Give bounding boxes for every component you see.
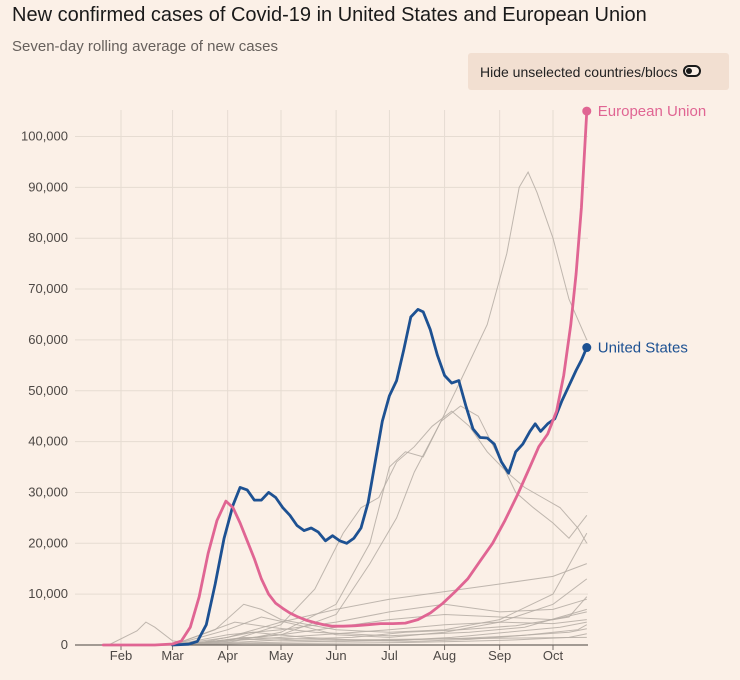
y-tick-label: 50,000 (28, 383, 68, 398)
background-series-line (172, 608, 587, 646)
background-series-line (172, 598, 587, 646)
y-tick-label: 70,000 (28, 281, 68, 296)
end-marker (582, 343, 592, 353)
chart-subtitle: Seven-day rolling average of new cases (12, 38, 278, 55)
highlighted-series (101, 109, 589, 647)
x-tick-label: Aug (433, 648, 456, 663)
y-tick-label: 100,000 (21, 129, 68, 144)
toggle-knob (686, 68, 692, 74)
toggle-label: Hide unselected countries/blocs (480, 63, 678, 80)
grid (75, 110, 588, 646)
background-series-line (172, 410, 588, 646)
series-end-label: United States (598, 340, 688, 357)
end-marker (582, 106, 592, 116)
series-line-united-states[interactable] (171, 308, 589, 647)
x-tick-label: Oct (543, 648, 564, 663)
background-series-line (172, 171, 588, 646)
x-tick-label: Jun (326, 648, 347, 663)
background-lines (108, 171, 588, 646)
background-series-line (179, 619, 587, 646)
x-tick-label: May (269, 648, 294, 663)
x-tick-label: Sep (488, 648, 511, 663)
x-tick-label: Mar (161, 648, 184, 663)
background-series-line (179, 611, 587, 646)
y-tick-label: 80,000 (28, 230, 68, 245)
background-series-line (188, 628, 587, 646)
chart-title: New confirmed cases of Covid-19 in Unite… (12, 4, 647, 26)
y-tick-label: 10,000 (28, 586, 68, 601)
y-tick-label: 90,000 (28, 179, 68, 194)
x-tick-label: Feb (110, 648, 132, 663)
y-tick-label: 0 (61, 637, 68, 652)
background-series-line (188, 624, 588, 646)
series-end-label: European Union (598, 103, 706, 120)
x-tick-label: Apr (218, 648, 239, 663)
toggle-switch-icon[interactable] (683, 65, 701, 77)
end-labels: European Union United States (582, 103, 706, 357)
x-tick-label: Jul (381, 648, 398, 663)
background-series-line (172, 563, 587, 646)
hide-unselected-toggle[interactable]: Hide unselected countries/blocs (468, 53, 729, 90)
axes: 0 10,000 20,000 30,000 40,000 50,000 60,000 70,… (21, 129, 588, 663)
background-series-line (188, 633, 587, 646)
y-tick-label: 40,000 (28, 434, 68, 449)
y-tick-label: 60,000 (28, 332, 68, 347)
background-series-line (179, 596, 588, 646)
y-tick-label: 20,000 (28, 535, 68, 550)
y-tick-label: 30,000 (28, 484, 68, 499)
background-series-line (172, 532, 588, 646)
series-line-european-union[interactable] (101, 109, 589, 647)
